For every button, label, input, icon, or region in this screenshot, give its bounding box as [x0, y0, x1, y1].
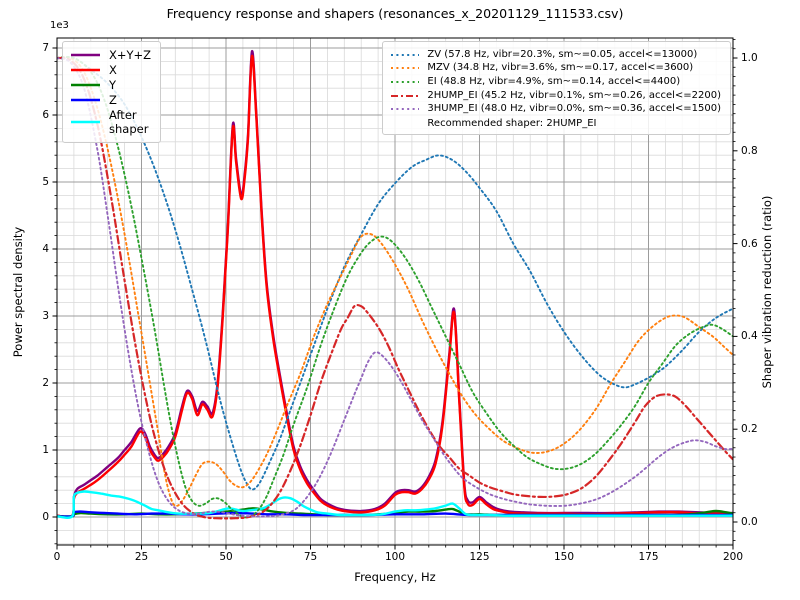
y-left-tick-label: 7 — [42, 42, 49, 54]
legend-entry-z: Z — [70, 93, 151, 107]
legend-entry-2hump-ei: 2HUMP_EI (45.2 Hz, vibr=0.1%, sm~=0.26, … — [390, 90, 721, 102]
legend-entry-mzv: MZV (34.8 Hz, vibr=3.6%, sm~=0.17, accel… — [390, 62, 721, 74]
zv-line-swatch-icon — [391, 53, 420, 56]
legend-label: Y — [109, 78, 117, 93]
y-left-tick-label: 3 — [42, 310, 49, 322]
series-line-2hump-ei — [57, 56, 733, 520]
legend-entry-3hump-ei: 3HUMP_EI (48.0 Hz, vibr=0.0%, sm~=0.36, … — [390, 103, 721, 115]
legend-entry-xyz: X+Y+Z — [70, 48, 151, 62]
series-line-3hump-ei — [57, 57, 733, 518]
y-axis-label-right: Shaper vibration reduction (ratio) — [760, 195, 774, 389]
x-line-swatch-icon — [71, 68, 100, 72]
legend-left: X+Y+Z X Y Z After shaper — [62, 41, 162, 144]
legend-label: X — [109, 63, 117, 78]
y-right-tick-label: 0.8 — [741, 144, 758, 157]
legend-label: EI (48.8 Hz, vibr=4.9%, sm~=0.14, accel<… — [427, 75, 681, 87]
x-tick-label: 75 — [303, 551, 318, 563]
y-right-tick-label: 0.6 — [741, 237, 758, 250]
x-tick-label: 200 — [722, 551, 744, 563]
y-right-tick-label: 0.2 — [741, 423, 758, 436]
y-left-tick-label: 1 — [42, 444, 49, 456]
z-line-swatch-icon — [71, 98, 100, 102]
grid-minor — [57, 38, 733, 545]
y-right-tick-label: 0.0 — [741, 516, 758, 528]
x-tick-label: 0 — [53, 551, 61, 563]
chart-title: Frequency response and shapers (resonanc… — [166, 6, 624, 21]
y-line-swatch-icon — [71, 83, 100, 87]
series-line-zv — [57, 56, 733, 491]
legend-entry-y: Y — [70, 78, 151, 92]
x-tick-label: 25 — [134, 551, 149, 563]
y-right-tick-label: 0.4 — [741, 330, 758, 343]
y-right-tick-label: 1.0 — [741, 52, 758, 64]
x-axis-label: Frequency, Hz — [354, 570, 436, 584]
legend-label: 2HUMP_EI (45.2 Hz, vibr=0.1%, sm~=0.26, … — [427, 89, 721, 101]
y-left-tick-label: 5 — [42, 176, 49, 188]
plot-border — [56, 37, 734, 546]
xyz-line-swatch-icon — [71, 53, 100, 57]
recommended-shaper-note: Recommended shaper: 2HUMP_EI — [427, 117, 597, 129]
x-tick-label: 175 — [638, 551, 659, 563]
3hump-ei-line-swatch-icon — [391, 108, 420, 111]
legend-entry-after-shaper: After shaper — [70, 108, 151, 136]
y-left-tick-label: 2 — [42, 377, 49, 389]
legend-label: X+Y+Z — [109, 48, 152, 62]
after-shaper-line-swatch-icon — [71, 120, 100, 124]
shaper-curves — [57, 56, 733, 520]
y-left-tick-label: 0 — [42, 511, 49, 523]
legend-label: MZV (34.8 Hz, vibr=3.6%, sm~=0.17, accel… — [427, 62, 694, 74]
y-left-tick-label: 6 — [42, 109, 49, 121]
legend-label: After shaper — [109, 108, 149, 137]
legend-label: Z — [109, 93, 117, 108]
y-left-tick-label: 4 — [42, 243, 49, 255]
x-tick-label: 150 — [553, 551, 575, 563]
legend-entry-zv: ZV (57.8 Hz, vibr=20.3%, sm~=0.05, accel… — [390, 49, 721, 61]
ei-line-swatch-icon — [391, 80, 420, 84]
series-line-after-shaper — [57, 490, 733, 519]
series-line-ei — [57, 56, 733, 519]
legend-right: ZV (57.8 Hz, vibr=20.3%, sm~=0.05, accel… — [382, 41, 731, 135]
legend-entry-ei: EI (48.8 Hz, vibr=4.9%, sm~=0.14, accel<… — [390, 76, 721, 88]
legend-label: 3HUMP_EI (48.0 Hz, vibr=0.0%, sm~=0.36, … — [427, 103, 721, 115]
series-line-mzv — [57, 56, 733, 507]
x-tick-label: 125 — [469, 551, 490, 563]
x-tick-label: 50 — [219, 551, 233, 563]
2hump-ei-line-swatch-icon — [391, 94, 420, 97]
legend-entry-x: X — [70, 63, 151, 77]
x-tick-label: 100 — [384, 551, 406, 563]
legend-label: ZV (57.8 Hz, vibr=20.3%, sm~=0.05, accel… — [427, 48, 698, 60]
mzv-line-swatch-icon — [391, 67, 420, 70]
y-axis-offset-text: 1e3 — [50, 20, 69, 31]
